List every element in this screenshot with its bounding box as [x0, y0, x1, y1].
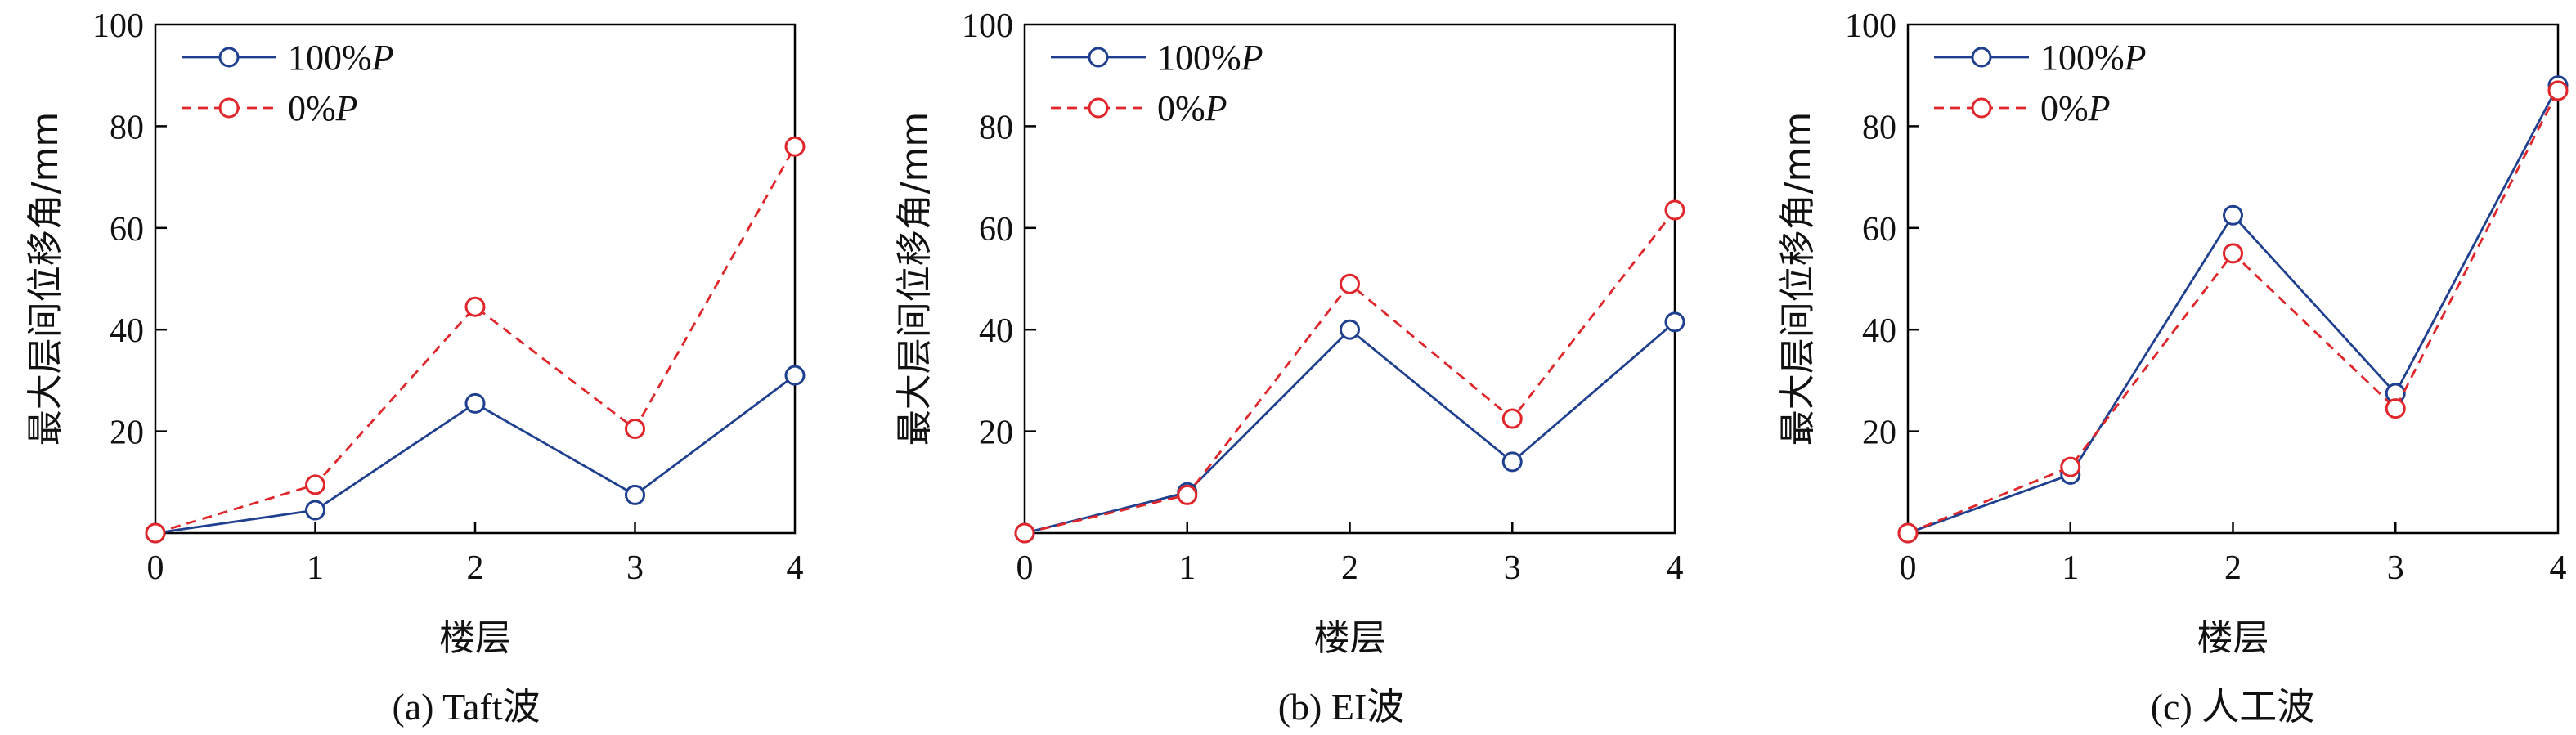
x-tick-label: 1 — [1178, 549, 1196, 587]
x-tick-label: 0 — [147, 549, 164, 587]
legend-label-2: 0%P — [2040, 88, 2111, 128]
legend-marker-1 — [1088, 47, 1109, 68]
data-point — [784, 136, 806, 157]
subplot-caption: (a) Taft波 — [392, 686, 540, 728]
legend-label-1: 100%P — [288, 38, 394, 78]
x-tick-label: 1 — [307, 549, 324, 587]
chart-panel-2: 0 1 2 3 4 20 40 60 80 100 楼层 最大层间位移角/mm (b) EI波 100%P… — [894, 7, 1685, 728]
subplot-caption: (c) 人工波 — [2151, 686, 2315, 728]
legend-label-2: 0%P — [288, 88, 358, 128]
y-tick-label: 40 — [110, 312, 144, 350]
x-axis-title: 楼层 — [439, 617, 511, 659]
x-axis-title: 楼层 — [2197, 617, 2269, 659]
x-tick-label: 1 — [2062, 549, 2079, 587]
plot-frame — [1906, 23, 2560, 535]
data-point — [1340, 319, 1360, 340]
legend-marker-2 — [218, 97, 240, 119]
x-tick-label: 2 — [2224, 549, 2242, 587]
x-tick-label: 2 — [467, 549, 484, 587]
y-tick-label: 40 — [1862, 312, 1896, 350]
x-tick-label: 4 — [787, 549, 804, 587]
x-tick-label: 4 — [2550, 549, 2567, 587]
data-point — [2060, 456, 2081, 477]
data-point — [464, 296, 486, 317]
y-tick-label: 100 — [92, 7, 144, 45]
series-line-2 — [1024, 209, 1676, 535]
data-point — [1664, 199, 1685, 221]
y-tick-label: 20 — [110, 415, 144, 452]
y-tick-label: 60 — [1862, 211, 1896, 249]
y-tick-label: 80 — [110, 109, 144, 146]
data-point — [625, 418, 645, 439]
y-tick-label: 100 — [1845, 7, 1896, 45]
legend-label-1: 100%P — [1157, 38, 1263, 78]
x-tick-label: 3 — [1504, 549, 1521, 587]
data-point — [2385, 398, 2406, 419]
legend-label-2: 0%P — [1157, 88, 1227, 128]
series-line-2 — [1907, 90, 2560, 535]
y-tick-label: 80 — [1862, 109, 1896, 146]
data-point — [2223, 204, 2243, 226]
data-point — [625, 484, 645, 505]
x-tick-label: 0 — [1900, 549, 1917, 587]
y-tick-label: 100 — [962, 7, 1013, 45]
y-tick-label: 20 — [1862, 415, 1896, 452]
chart-panel-1: 0 1 2 3 4 20 40 60 80 100 楼层 最大层间位移角/mm (a) Taft波 100… — [25, 7, 806, 728]
series-line-2 — [155, 146, 797, 535]
chart-panel-3: 0 1 2 3 4 20 40 60 80 100 楼层 最大层间位移角/mm (c) 人工波 100%P… — [1777, 7, 2569, 728]
legend-marker-1 — [218, 47, 240, 68]
data-point — [1340, 273, 1360, 294]
x-tick-label: 3 — [626, 549, 644, 587]
series-line-1 — [1907, 84, 2560, 535]
data-point — [2547, 80, 2569, 101]
y-axis-title: 最大层间位移角/mm — [25, 112, 66, 446]
x-axis-title: 楼层 — [1314, 617, 1386, 659]
y-tick-label: 60 — [979, 211, 1013, 249]
data-point — [1014, 522, 1035, 544]
y-tick-label: 20 — [979, 415, 1013, 452]
y-tick-label: 40 — [979, 312, 1013, 350]
series-line-1 — [1024, 320, 1676, 535]
data-point — [1177, 484, 1198, 505]
x-tick-label: 4 — [1667, 549, 1684, 587]
y-tick-label: 60 — [110, 211, 144, 249]
y-tick-label: 80 — [979, 109, 1013, 146]
data-point — [1501, 408, 1523, 429]
data-point — [1664, 311, 1685, 333]
plot-frame — [154, 23, 797, 535]
data-point — [1501, 451, 1523, 473]
data-point — [145, 522, 166, 544]
y-axis-title: 最大层间位移角/mm — [894, 112, 936, 446]
x-tick-label: 2 — [1341, 549, 1358, 587]
legend-marker-2 — [1971, 97, 1992, 119]
legend-label-1: 100%P — [2040, 38, 2147, 78]
x-tick-label: 0 — [1016, 549, 1034, 587]
data-point — [305, 474, 325, 495]
legend-marker-2 — [1088, 97, 1109, 119]
legend-marker-1 — [1971, 47, 1992, 68]
data-point — [1897, 522, 1919, 544]
data-point — [2223, 243, 2243, 264]
data-point — [305, 500, 325, 521]
data-point — [464, 392, 486, 414]
subplot-caption: (b) EI波 — [1278, 686, 1405, 728]
y-axis-title: 最大层间位移角/mm — [1777, 112, 1819, 446]
x-tick-label: 3 — [2387, 549, 2404, 587]
data-point — [784, 365, 806, 386]
